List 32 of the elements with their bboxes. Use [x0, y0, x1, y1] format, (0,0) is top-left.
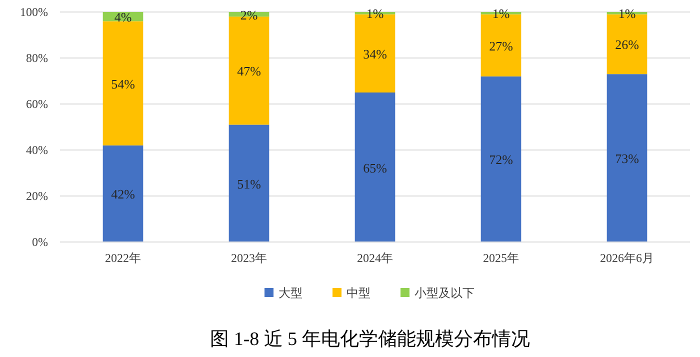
y-tick-label: 40% — [26, 143, 48, 157]
data-label: 27% — [489, 38, 514, 54]
data-label: 47% — [237, 64, 262, 79]
data-label: 72% — [489, 152, 514, 168]
bar — [102, 145, 144, 242]
x-tick-label: 2024年 — [357, 251, 393, 265]
y-tick-label: 0% — [32, 235, 48, 249]
y-tick-label: 100% — [20, 5, 48, 19]
legend-label: 小型及以下 — [414, 286, 474, 300]
data-label: 54% — [111, 76, 136, 92]
data-label: 65% — [363, 160, 388, 176]
bar — [606, 74, 648, 242]
x-tick-label: 2025年 — [483, 251, 519, 265]
data-label: 73% — [615, 151, 640, 166]
x-tick-label: 2023年 — [231, 251, 267, 265]
y-tick-label: 80% — [26, 51, 48, 65]
data-label: 34% — [363, 46, 388, 62]
data-label: 4% — [114, 10, 132, 25]
y-tick-label: 60% — [26, 97, 48, 111]
bar — [480, 76, 522, 242]
bar — [354, 92, 396, 242]
x-tick-label: 2026年6月 — [600, 251, 654, 265]
data-label: 51% — [237, 176, 262, 192]
bar — [102, 21, 144, 146]
bar — [228, 124, 270, 242]
legend-label: 大型 — [278, 286, 302, 300]
data-label: 26% — [615, 37, 640, 52]
legend-label: 中型 — [346, 286, 370, 300]
data-label: 42% — [111, 186, 136, 202]
y-tick-label: 20% — [26, 189, 48, 203]
text: 图 1-8 近 5 年电化学储能规模分布情况 — [210, 329, 530, 350]
x-tick-label: 2022年 — [105, 251, 141, 265]
